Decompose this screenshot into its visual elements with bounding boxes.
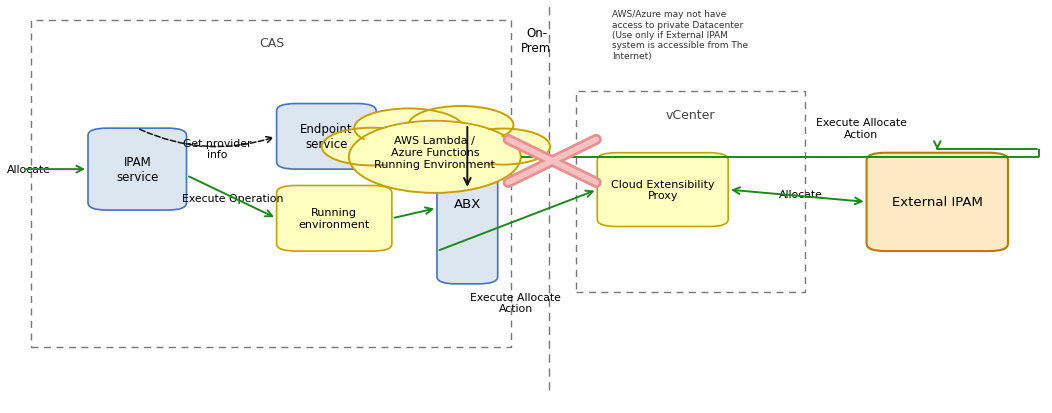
Text: vCenter: vCenter [666, 108, 715, 121]
Text: CAS: CAS [259, 37, 284, 50]
Text: External IPAM: External IPAM [892, 196, 983, 209]
FancyBboxPatch shape [88, 129, 186, 211]
Ellipse shape [349, 121, 521, 193]
Bar [576, 92, 805, 292]
Text: Allocate: Allocate [7, 165, 52, 175]
Ellipse shape [362, 123, 508, 172]
Text: Allocate: Allocate [778, 189, 823, 199]
Text: Cloud Extensibility
Proxy: Cloud Extensibility Proxy [611, 179, 714, 201]
Ellipse shape [355, 109, 463, 148]
Ellipse shape [322, 128, 422, 166]
Text: AWS Lambda /
Azure Functions
Running Environment: AWS Lambda / Azure Functions Running Env… [375, 136, 495, 169]
Text: Get provider
info: Get provider info [183, 138, 251, 160]
Ellipse shape [408, 107, 513, 145]
FancyBboxPatch shape [598, 153, 728, 227]
FancyBboxPatch shape [277, 104, 377, 170]
Text: Execute Operation: Execute Operation [182, 193, 283, 203]
Ellipse shape [456, 129, 550, 165]
FancyBboxPatch shape [277, 186, 392, 252]
FancyBboxPatch shape [867, 153, 1008, 252]
Text: Endpoint
service: Endpoint service [300, 123, 352, 151]
Text: Execute Allocate
Action: Execute Allocate Action [816, 118, 907, 140]
Text: AWS/Azure may not have
access to private Datacenter
(Use only if External IPAM
s: AWS/Azure may not have access to private… [612, 10, 748, 61]
Bar [32, 21, 511, 348]
Text: IPAM
service: IPAM service [116, 156, 159, 184]
FancyBboxPatch shape [437, 125, 498, 284]
Text: ABX: ABX [453, 198, 481, 211]
Text: On-
Prem: On- Prem [522, 26, 551, 55]
Text: Execute Allocate
Action: Execute Allocate Action [470, 292, 561, 313]
Text: Running
environment: Running environment [299, 208, 370, 230]
